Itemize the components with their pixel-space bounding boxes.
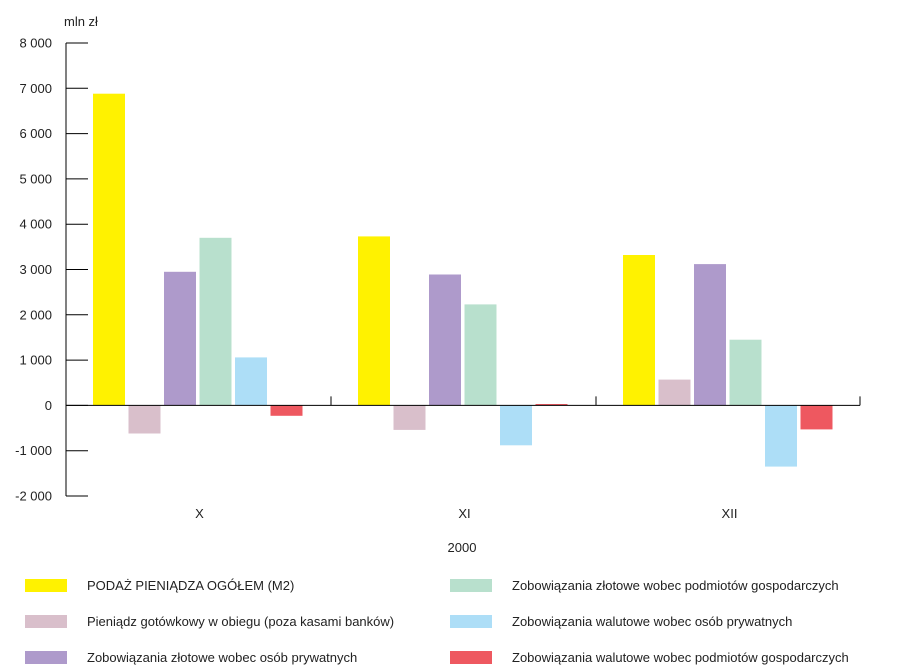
bar-xi-series-3 [429, 274, 461, 406]
legend-item: Zobowiązania złotowe wobec podmiotów gos… [450, 574, 839, 596]
x-category-label: XI [458, 506, 470, 521]
bar-xii-series-5 [765, 405, 797, 467]
bar-x-series-6 [270, 405, 303, 416]
bar-x-series-3 [164, 271, 196, 406]
legend: PODAŻ PIENIĄDZA OGÓŁEM (M2) Pieniądz gotó… [0, 574, 898, 671]
bar-xii-series-2 [658, 379, 691, 406]
bar-xi-series-6 [535, 404, 568, 406]
bar-xi-series-4 [464, 304, 497, 406]
bar-xi-series-5 [500, 405, 532, 446]
x-axis-year-label: 2000 [448, 540, 477, 555]
legend-swatch [25, 650, 67, 664]
y-tick-label: 0 [45, 398, 52, 413]
legend-label: Pieniądz gotówkowy w obiegu (poza kasami… [87, 613, 395, 629]
bar-x-series-2 [128, 405, 161, 434]
bar-xii-series-1 [623, 255, 655, 406]
axes-layer: 8 000 7 000 6 000 5 000 4 000 3 000 2 000 1 000… [15, 36, 861, 521]
legend-swatch [450, 578, 492, 592]
bar-xii-series-3 [694, 264, 726, 406]
legend-item: Zobowiązania walutowe wobec podmiotów go… [450, 646, 849, 668]
y-tick-label: -2 000 [15, 489, 52, 504]
legend-item: Zobowiązania walutowe wobec osób prywatn… [450, 610, 792, 632]
legend-label: Zobowiązania złotowe wobec osób prywatny… [87, 649, 358, 665]
bar-xi-series-2 [393, 405, 426, 430]
x-category-label: X [195, 506, 204, 521]
y-tick-label: 1 000 [19, 353, 52, 368]
y-tick-label: 2 000 [19, 307, 52, 322]
bar-xi-series-1 [358, 236, 390, 406]
bar-x-series-5 [235, 357, 267, 406]
legend-item: Zobowiązania złotowe wobec osób prywatny… [25, 646, 357, 668]
y-tick-label: 5 000 [19, 171, 52, 186]
legend-label: Zobowiązania walutowe wobec podmiotów go… [512, 649, 849, 665]
bar-x-series-4 [199, 237, 232, 406]
bar-xii-series-6 [800, 405, 833, 430]
legend-item: PODAŻ PIENIĄDZA OGÓŁEM (M2) [25, 574, 294, 596]
legend-label: PODAŻ PIENIĄDZA OGÓŁEM (M2) [87, 577, 295, 593]
y-tick-label: 7 000 [19, 81, 52, 96]
legend-label: Zobowiązania złotowe wobec podmiotów gos… [512, 577, 839, 593]
legend-swatch [450, 650, 492, 664]
legend-swatch [25, 614, 67, 628]
bars-layer [93, 93, 833, 467]
y-tick-label: 8 000 [19, 36, 52, 51]
x-category-label: XII [722, 506, 738, 521]
legend-swatch [25, 578, 67, 592]
y-tick-label: 3 000 [19, 262, 52, 277]
legend-swatch [450, 614, 492, 628]
legend-item: Pieniądz gotówkowy w obiegu (poza kasami… [25, 610, 394, 632]
legend-label: Zobowiązania walutowe wobec osób prywatn… [512, 613, 793, 629]
bar-x-series-1 [93, 93, 125, 406]
y-tick-label: 4 000 [19, 217, 52, 232]
y-tick-label: -1 000 [15, 443, 52, 458]
y-tick-label: 6 000 [19, 126, 52, 141]
y-unit-label: mln zł [64, 14, 98, 29]
bar-xii-series-4 [729, 339, 762, 406]
chart: 8 000 7 000 6 000 5 000 4 000 3 000 2 000 1 000… [15, 14, 861, 555]
